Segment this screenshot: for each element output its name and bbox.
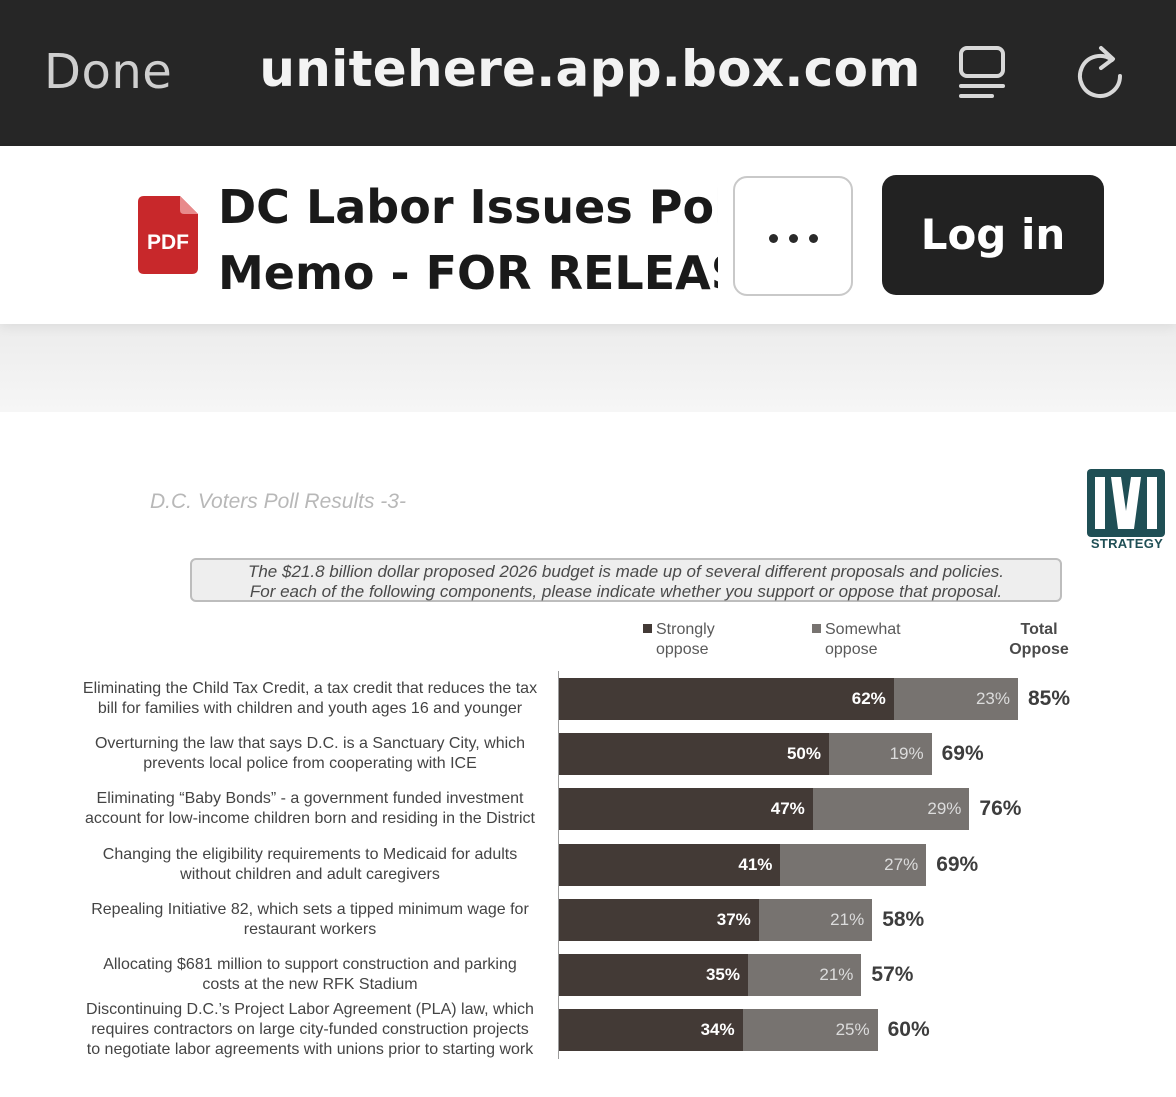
more-options-button[interactable]	[733, 176, 853, 296]
row-label-line: Allocating $681 million to support const…	[103, 956, 517, 973]
bar-somewhat-oppose	[742, 1009, 878, 1052]
legend-some-line-1: Somewhat	[825, 621, 901, 638]
url-text: unitehere.app.box.com	[259, 40, 921, 98]
reload-icon[interactable]	[1074, 44, 1128, 100]
more-options-icon	[769, 234, 778, 243]
row-label-line: Repealing Initiative 82, which sets a ti…	[91, 900, 529, 918]
viewer-gap	[0, 324, 1176, 412]
row-label: Overturning the law that says D.C. is a …	[50, 734, 570, 774]
value-label-somewhat: 29%	[927, 799, 962, 819]
row-label: Eliminating “Baby Bonds” - a government …	[50, 789, 570, 829]
more-options-icon-dot	[809, 234, 818, 243]
question-line-2: For each of the following components, pl…	[249, 582, 1003, 601]
file-header: PDF DC Labor Issues Poll Memo - FOR RELE…	[0, 146, 1176, 324]
reader-view-icon[interactable]	[956, 44, 1008, 100]
legend-swatch-some	[812, 624, 821, 633]
value-label-somewhat: 23%	[975, 689, 1010, 708]
row-label-line: account for low-income children born and…	[85, 810, 535, 828]
row-label-line: prevents local police from cooperating w…	[143, 755, 477, 773]
bar-somewhat-oppose	[893, 678, 1018, 720]
value-label-total: 57%	[871, 963, 914, 986]
legend-swatch-strong	[643, 624, 652, 633]
done-button[interactable]: Done	[44, 44, 173, 100]
legend-total-line-1: Total	[1020, 621, 1058, 638]
row-label-line: without children and adult caregivers	[180, 865, 440, 883]
bar-somewhat-oppose	[758, 898, 873, 941]
file-title-line-2: Memo - FOR RELEAS...	[218, 246, 718, 300]
legend-total-oppose: Total Oppose	[1000, 620, 1078, 660]
question-line-1: The $21.8 billion dollar proposed 2026 b…	[247, 562, 1005, 581]
row-label-line: restaurant workers	[243, 920, 377, 938]
legend-somewhat-oppose: Somewhat oppose	[812, 620, 901, 660]
row-label-line: Eliminating the Child Tax Credit, a tax …	[82, 680, 538, 697]
value-label-strongly: 62%	[851, 689, 886, 708]
bar-strongly-oppose	[559, 733, 829, 776]
row-label: Eliminating the Child Tax Credit, a tax …	[50, 679, 570, 719]
browser-toolbar: Done unitehere.app.box.com	[0, 0, 1176, 146]
url-display[interactable]: unitehere.app.box.com	[0, 40, 1176, 98]
pdf-badge-text: PDF	[147, 231, 189, 254]
more-options-icon-dot	[789, 234, 798, 243]
row-label: Repealing Initiative 82, which sets a ti…	[50, 900, 570, 940]
value-label-total: 85%	[1028, 687, 1071, 710]
bar-somewhat-oppose	[748, 954, 862, 996]
logo-text: STRATEGY	[1090, 536, 1164, 551]
bar-strongly-oppose	[559, 678, 894, 720]
pdf-file-icon: PDF	[138, 196, 198, 274]
value-label-total: 58%	[882, 907, 925, 931]
bar-strongly-oppose	[559, 843, 781, 886]
question-box: The $21.8 billion dollar proposed 2026 b…	[190, 558, 1062, 602]
value-label-total: 76%	[979, 797, 1022, 821]
row-label-line: Changing the eligibility requirements to…	[102, 845, 518, 863]
row-label: Allocating $681 million to support const…	[50, 955, 570, 995]
login-button[interactable]: Log in	[882, 175, 1104, 295]
value-label-somewhat: 19%	[889, 744, 924, 764]
strategy-logo: STRATEGY	[1087, 469, 1167, 553]
bar-strongly-oppose	[559, 1009, 743, 1052]
oppose-bar-chart: Eliminating the Child Tax Credit, a tax …	[0, 412, 1176, 1097]
value-label-somewhat: 21%	[830, 909, 865, 929]
file-title: DC Labor Issues Poll Memo - FOR RELEAS..…	[218, 174, 718, 306]
logo-mark-icon	[1087, 469, 1165, 537]
bar-strongly-oppose	[559, 898, 759, 941]
row-label-line: Discontinuing D.C.’s Project Labor Agree…	[86, 1001, 534, 1019]
legend-strongly-oppose: Strongly oppose	[643, 620, 715, 660]
row-label-line: costs at the new RFK Stadium	[202, 976, 418, 993]
row-label: Discontinuing D.C.’s Project Labor Agree…	[50, 1000, 570, 1060]
bar-somewhat-oppose	[829, 733, 932, 776]
value-label-strongly: 41%	[738, 854, 773, 874]
document-page: D.C. Voters Poll Results -3- STRATEGY Th…	[0, 412, 1176, 1097]
legend-some-line-2: oppose	[825, 641, 878, 658]
value-label-somewhat: 27%	[884, 854, 919, 874]
value-label-total: 60%	[887, 1018, 930, 1042]
value-label-somewhat: 25%	[835, 1020, 870, 1040]
legend-total-line-2: Oppose	[1009, 641, 1069, 658]
bar-strongly-oppose	[559, 954, 748, 996]
row-label-line: bill for families with children and yout…	[97, 700, 523, 717]
row-label-line: to negotiate labor agreements with union…	[86, 1041, 534, 1059]
bar-strongly-oppose	[559, 788, 813, 831]
bar-somewhat-oppose	[812, 788, 970, 831]
chart-axis-line	[558, 671, 559, 1059]
value-label-total: 69%	[936, 852, 979, 876]
value-label-strongly: 35%	[705, 965, 740, 984]
value-label-somewhat: 21%	[819, 965, 854, 984]
value-label-strongly: 37%	[716, 909, 751, 929]
value-label-strongly: 34%	[700, 1020, 735, 1040]
legend-strong-line-2: oppose	[656, 641, 709, 658]
value-label-strongly: 50%	[786, 744, 821, 764]
file-title-line-1: DC Labor Issues Poll	[218, 180, 718, 234]
legend-strong-line-1: Strongly	[656, 621, 715, 638]
row-label-line: Overturning the law that says D.C. is a …	[94, 735, 526, 753]
value-label-strongly: 47%	[770, 799, 805, 819]
page-header: D.C. Voters Poll Results -3-	[150, 490, 406, 513]
row-label-line: requires contractors on large city-funde…	[91, 1021, 529, 1039]
row-label: Changing the eligibility requirements to…	[50, 845, 570, 885]
row-label-line: Eliminating “Baby Bonds” - a government …	[96, 790, 524, 808]
bar-somewhat-oppose	[780, 843, 927, 886]
value-label-total: 69%	[941, 742, 984, 766]
